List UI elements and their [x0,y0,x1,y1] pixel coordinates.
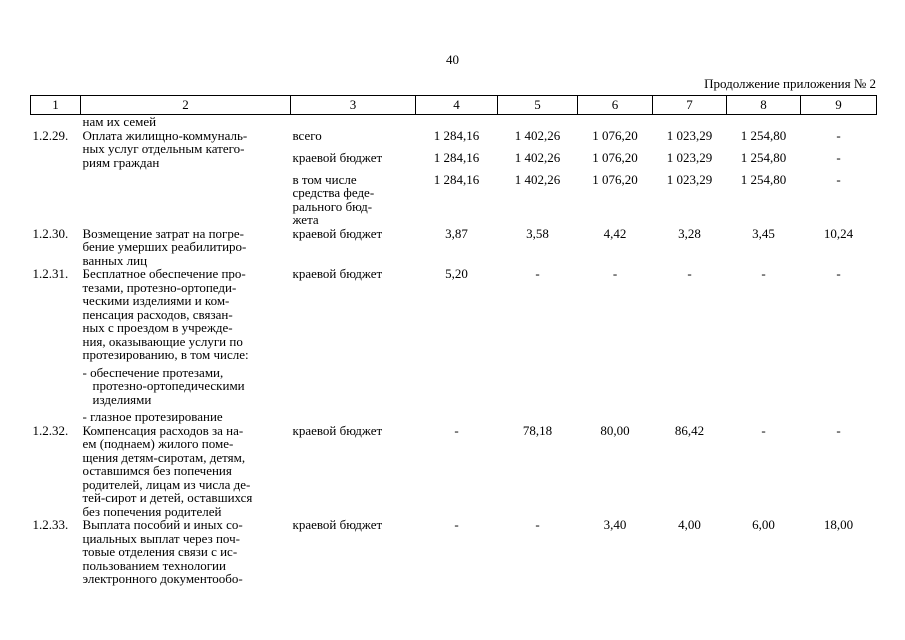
row-description-subitem: - глазное протезирование [82,409,223,424]
value-cell: 1 284,16 1 284,16 1 284,16 [416,127,498,227]
budget-table: 1 2 3 4 5 6 7 8 9 нам их семей [30,95,877,586]
value-cell: 1 023,29 1 023,29 1 023,29 [653,127,727,227]
value: 1 402,26 [514,149,561,165]
value-cell: 6,00 [752,517,775,532]
value-cell: 18,00 [823,517,854,532]
value: 1 284,16 [433,149,480,165]
value: 1 402,26 [514,171,561,187]
column-number-header: 3 [290,95,416,115]
row-description: Возмещение затрат на погре- бение умерши… [82,225,247,268]
appendix-continuation-note: Продолжение приложения № 2 [704,76,876,91]
value-cell: - [836,266,841,281]
table-header: 1 2 3 4 5 6 7 8 9 [30,95,877,115]
value-cell [578,115,653,129]
column-number-header: 7 [652,95,727,115]
column-number-header: 8 [726,95,801,115]
row-number [31,115,81,129]
funding-source: всего краевой бюджет в том числе средств… [291,127,416,227]
column-number-header: 1 [30,95,81,115]
row-description-main: Бесплатное обеспечение про- тезами, прот… [82,266,249,362]
value-cell: - [836,422,841,438]
value-cell: 4,42 [603,225,627,241]
column-number-header: 9 [800,95,877,115]
value: - [836,127,841,143]
value: 1 402,26 [514,127,561,143]
funding-source [291,115,416,129]
value-cell: 1 254,80 1 254,80 1 254,80 [727,127,801,227]
funding-source-line: краевой бюджет [292,149,383,165]
column-number-header: 5 [497,95,578,115]
row-description-subitem: - обеспечение протезами, протезно-ортопе… [82,364,245,407]
value: 1 076,20 [592,171,638,187]
funding-source-line: в том числе средства феде- рального бюд-… [292,171,375,227]
row-number: 1.2.33. [32,517,69,532]
column-number-header: 2 [80,95,291,115]
value-cell: - [535,517,540,532]
table-row: 1.2.30. Возмещение затрат на погре- бени… [31,225,877,268]
value-cell: 3,28 [678,225,701,241]
value-cell [416,115,498,129]
funding-source: краевой бюджет [292,225,383,241]
value: 1 284,16 [433,171,480,187]
value-cell [801,115,877,129]
value-cell: - [535,266,540,281]
row-description: Компенсация расходов за на- ем (поднаем)… [82,422,253,519]
value: 1 023,29 [666,149,713,165]
row-description: Оплата жилищно-коммуналь- ных услуг отде… [82,127,248,170]
value: 1 076,20 [592,127,638,143]
column-number-header: 6 [577,95,653,115]
column-number-row: 1 2 3 4 5 6 7 8 9 [30,95,877,115]
value-cell: 4,00 [678,517,701,532]
value-cell: - [761,422,766,438]
column-number-header: 4 [415,95,498,115]
funding-source-line: всего [292,127,322,143]
row-description: Выплата пособий и иных со- циальных выпл… [82,517,243,586]
value: 1 076,20 [592,149,638,165]
funding-source: краевой бюджет [292,422,383,438]
value-cell: - [687,266,692,281]
table-row: 1.2.31. Бесплатное обеспечение про- теза… [31,267,877,424]
row-number: 1.2.32. [32,422,69,438]
page-number: 40 [446,52,459,67]
value: 1 023,29 [666,171,713,187]
funding-source: краевой бюджет [292,517,383,532]
value-cell: 3,58 [526,225,549,241]
table-row: нам их семей [31,115,877,129]
value: 1 023,29 [666,127,713,143]
value-cell: - [612,266,618,281]
row-description: Бесплатное обеспечение про- тезами, прот… [81,267,291,424]
value-cell: - [454,517,459,532]
value-cell [727,115,801,129]
value: 1 284,16 [433,127,480,143]
value-cell: 1 076,20 1 076,20 1 076,20 [578,127,653,227]
value: 1 254,80 [740,127,787,143]
value: 1 254,80 [740,171,787,187]
table-row: 1.2.32. Компенсация расходов за на- ем (… [31,422,877,519]
row-number: 1.2.30. [32,225,69,241]
value-cell: - - - [801,127,877,227]
value-cell [498,115,578,129]
value: - [836,149,841,165]
value-cell: 80,00 [600,422,630,438]
value-cell [653,115,727,129]
table-row: 1.2.29. Оплата жилищно-коммуналь- ных ус… [31,127,877,227]
value-cell: 3,45 [752,225,775,241]
row-number: 1.2.29. [32,127,69,143]
value-cell: 5,20 [445,266,468,281]
value-cell: 1 402,26 1 402,26 1 402,26 [498,127,578,227]
table-row: 1.2.33. Выплата пособий и иных со- циаль… [31,518,877,586]
value-cell: - [761,266,766,281]
value-cell: 3,40 [603,517,627,532]
value-cell: 86,42 [674,422,705,438]
row-number: 1.2.31. [32,266,69,281]
value: - [836,171,841,187]
value-cell: 3,87 [445,225,468,241]
funding-source: краевой бюджет [292,266,383,281]
value-cell: - [454,422,459,438]
value-cell: 10,24 [823,225,854,241]
value-cell: 78,18 [522,422,553,438]
row-description: нам их семей [82,114,157,129]
value: 1 254,80 [740,149,787,165]
